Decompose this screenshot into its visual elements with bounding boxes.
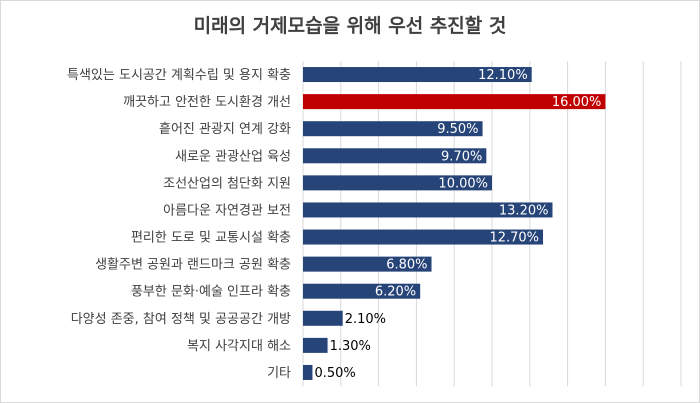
data-label: 10.00%: [438, 176, 488, 191]
bar: [303, 229, 544, 245]
bar: [303, 256, 432, 272]
bar: [303, 67, 532, 83]
data-label: 12.70%: [489, 231, 539, 246]
category-label: 풍부한 문화·예술 인프라 확충: [131, 285, 291, 300]
bars: [303, 67, 606, 380]
category-label: 흩어진 관광지 연계 강화: [159, 122, 291, 137]
chart-title: 미래의 거제모습을 위해 우선 추진할 것: [193, 15, 507, 37]
data-label: 6.80%: [386, 258, 427, 273]
category-label: 다양성 존중, 참여 정책 및 공공공간 개방: [71, 312, 291, 327]
bar: [303, 283, 421, 299]
data-label: 0.50%: [314, 366, 355, 381]
category-label: 생활주변 공원과 랜드마크 공원 확충: [95, 258, 291, 273]
data-label: 1.30%: [330, 339, 371, 354]
bar: [303, 364, 313, 380]
data-label: 13.20%: [499, 203, 549, 218]
bar: [303, 175, 492, 191]
gridlines: [302, 61, 682, 386]
bar: [303, 121, 483, 137]
category-label: 아름다운 자연경관 보전: [163, 203, 291, 218]
data-label: 12.10%: [478, 68, 528, 83]
bar: [303, 202, 553, 218]
labels: 특색있는 도시공간 계획수립 및 용지 확충 12.10% 깨끗하고 안전한 도시환…: [67, 68, 601, 381]
bar: [303, 94, 606, 110]
data-label: 16.00%: [552, 95, 602, 110]
data-label: 9.70%: [441, 149, 482, 164]
data-label: 9.50%: [437, 122, 478, 137]
category-label: 깨끗하고 안전한 도시환경 개선: [123, 95, 291, 110]
bar: [303, 310, 343, 326]
bar: [303, 148, 487, 164]
data-label: 2.10%: [345, 312, 386, 327]
category-label: 복지 사각지대 해소: [187, 339, 291, 354]
category-label: 기타: [267, 366, 291, 381]
category-label: 새로운 관광산업 육성: [175, 149, 291, 164]
category-label: 조선산업의 첨단화 지원: [163, 176, 291, 191]
category-label: 편리한 도로 및 교통시설 확충: [131, 231, 291, 246]
data-label: 6.20%: [375, 285, 416, 300]
bar: [303, 337, 328, 353]
category-label: 특색있는 도시공간 계획수립 및 용지 확충: [67, 68, 291, 83]
